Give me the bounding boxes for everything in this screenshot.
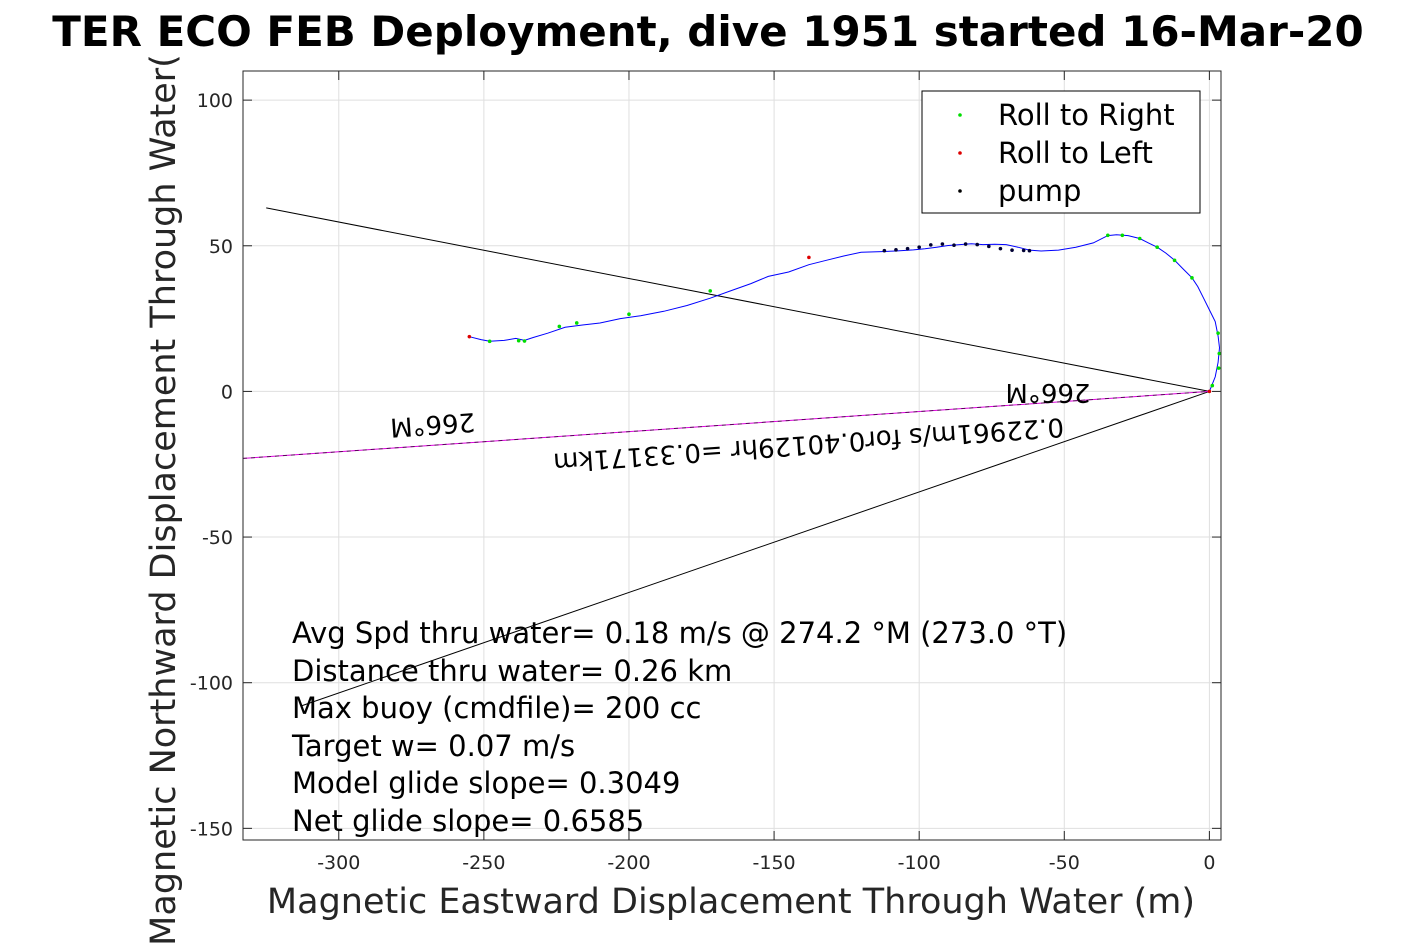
stats-block: Avg Spd thru water= 0.18 m/s @ 274.2 °M … xyxy=(291,616,1067,838)
roll-right-point xyxy=(487,339,492,344)
stat-avg-speed: Avg Spd thru water= 0.18 m/s @ 274.2 °M … xyxy=(292,616,1067,650)
pump-point xyxy=(975,242,980,247)
heading-label-lower-group: 266°M xyxy=(389,406,476,442)
pump-point xyxy=(894,248,898,252)
chart-title: TER ECO FEB Deployment, dive 1951 starte… xyxy=(52,7,1363,56)
x-tick-label: -200 xyxy=(607,852,650,874)
roll-left-points xyxy=(467,255,1212,394)
x-tick-label: -50 xyxy=(1049,852,1080,874)
roll-right-point xyxy=(627,312,631,317)
roll-left-point xyxy=(467,334,472,339)
plot-frame xyxy=(242,70,1222,841)
legend: Roll to Right Roll to Left pump xyxy=(921,90,1201,214)
y-axis-ticks: 100 50 0 -50 -100 -150 xyxy=(190,90,1221,840)
legend-box xyxy=(921,90,1201,214)
pump-point xyxy=(882,248,887,253)
x-tick-label: -300 xyxy=(317,852,360,874)
y-tick-label: 50 xyxy=(209,236,233,258)
pump-point xyxy=(963,242,968,246)
roll-right-point xyxy=(1120,233,1125,238)
stat-net-glide-slope: Net glide slope= 0.6585 xyxy=(292,804,644,838)
y-tick-label: -50 xyxy=(202,527,233,549)
roll-right-point xyxy=(1190,276,1194,280)
roll-right-point xyxy=(522,339,527,343)
pump-point xyxy=(905,246,910,251)
y-tick-label: -100 xyxy=(190,673,233,695)
reference-lines xyxy=(243,207,1210,707)
roll-right-point xyxy=(1155,245,1159,250)
y-tick-label: 0 xyxy=(221,381,233,403)
reference-line-overlay xyxy=(243,390,1210,459)
roll-left-point xyxy=(807,255,811,260)
x-axis-ticks: -300 -250 -200 -150 -100 -50 0 xyxy=(317,71,1215,874)
grid xyxy=(243,71,1221,840)
legend-label-pump: pump xyxy=(998,174,1081,208)
y-tick-label: 100 xyxy=(197,90,233,112)
reference-line xyxy=(266,207,1210,392)
pump-point xyxy=(1027,248,1032,253)
pump-point xyxy=(952,243,956,247)
heading-label-upper: 266°M xyxy=(1005,377,1090,407)
roll-right-point xyxy=(1137,236,1142,241)
reference-line xyxy=(300,390,1210,707)
legend-label-roll-left: Roll to Left xyxy=(998,136,1153,170)
pump-point xyxy=(1021,248,1026,253)
legend-label-roll-right: Roll to Right xyxy=(998,98,1175,132)
roll-left-point xyxy=(1207,389,1212,394)
y-tick-label: -150 xyxy=(190,818,233,840)
roll-right-point xyxy=(1216,331,1220,335)
roll-right-point xyxy=(1106,233,1110,238)
pump-points xyxy=(882,242,1032,253)
y-axis-label: Magnetic Northward Displacement Through … xyxy=(144,54,184,945)
heading-label-lower: 266°M xyxy=(389,406,476,442)
pump-point xyxy=(1010,248,1014,252)
roll-right-point xyxy=(1172,258,1177,263)
roll-right-point xyxy=(708,289,713,293)
stat-distance: Distance thru water= 0.26 km xyxy=(292,654,732,688)
x-axis-label: Magnetic Eastward Displacement Through W… xyxy=(267,882,1195,922)
legend-marker-pump xyxy=(958,189,962,193)
plot-content xyxy=(243,207,1221,707)
roll-right-points xyxy=(487,233,1221,388)
roll-right-point xyxy=(1216,366,1221,370)
x-tick-label: -100 xyxy=(898,852,941,874)
roll-right-point xyxy=(574,321,579,325)
stat-target-w: Target w= 0.07 m/s xyxy=(291,729,575,763)
roll-right-point xyxy=(1210,383,1215,388)
roll-right-point xyxy=(557,324,562,329)
pump-point xyxy=(928,243,933,247)
pump-point xyxy=(917,245,921,250)
pump-point xyxy=(998,246,1003,251)
x-tick-label: -250 xyxy=(462,852,505,874)
stat-model-glide-slope: Model glide slope= 0.3049 xyxy=(292,766,680,800)
stat-max-buoy: Max buoy (cmdfile)= 200 cc xyxy=(292,691,701,725)
x-tick-label: -150 xyxy=(753,852,796,874)
heading-label-upper-group: 266°M xyxy=(1005,377,1090,407)
y-axis-label-group: Magnetic Northward Displacement Through … xyxy=(144,54,184,945)
pump-point xyxy=(987,244,991,249)
x-tick-label: 0 xyxy=(1203,852,1215,874)
pump-point xyxy=(940,242,945,246)
roll-right-point xyxy=(1217,351,1221,356)
roll-right-point xyxy=(516,338,521,343)
legend-marker-roll-right xyxy=(958,113,962,117)
legend-marker-roll-left xyxy=(958,151,962,155)
